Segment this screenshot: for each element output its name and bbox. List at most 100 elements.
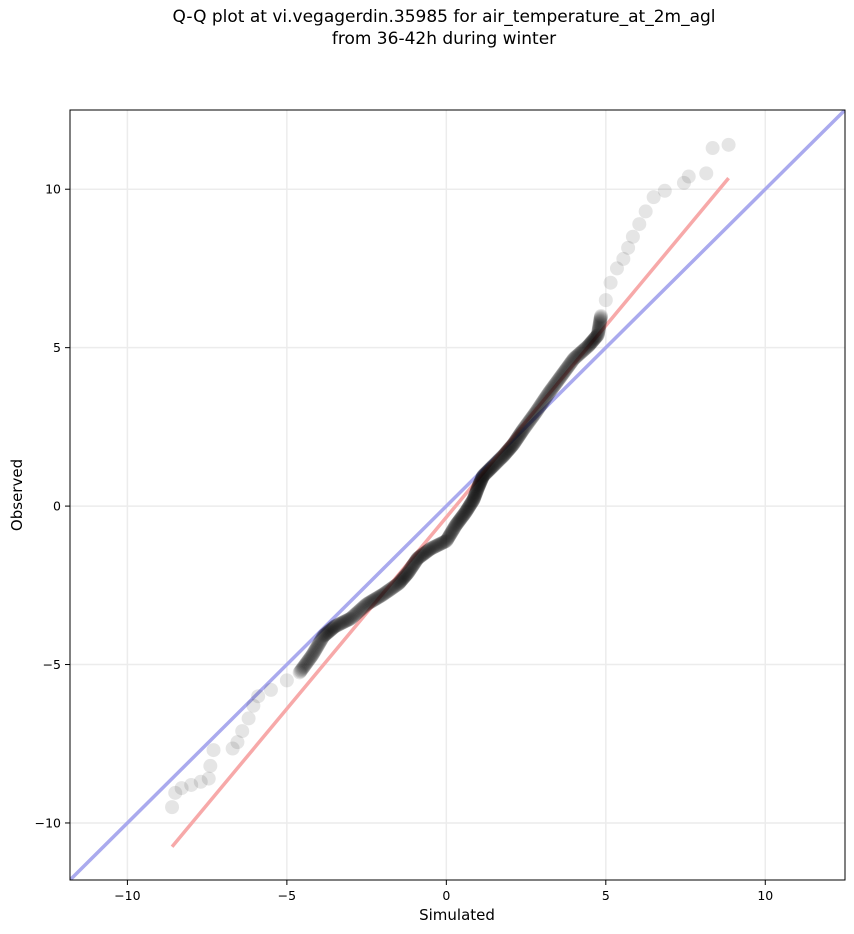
quantile-point-190	[419, 545, 434, 560]
quantile-point-80	[336, 615, 351, 630]
quantile-point-246	[456, 508, 471, 523]
quantile-point-148	[394, 573, 409, 588]
quantile-point-95	[349, 606, 364, 621]
quantile-point-291	[472, 476, 487, 491]
quantile-point-208	[434, 536, 449, 551]
quantile-point-13	[251, 689, 266, 704]
quantile-point-491	[592, 320, 607, 335]
quantile-point-359	[506, 436, 521, 451]
quantile-point-276	[468, 487, 483, 502]
x-tick-label-2: 0	[442, 888, 450, 903]
quantile-point-149	[395, 572, 410, 587]
quantile-point-360	[507, 435, 522, 450]
quantile-point-38	[307, 643, 322, 658]
quantile-point-64	[323, 622, 338, 637]
quantile-point-410	[539, 388, 554, 403]
quantile-point-43	[310, 638, 325, 653]
quantile-point-280	[469, 484, 484, 499]
quantile-point-270	[466, 491, 481, 506]
quantile-point-209	[434, 536, 449, 551]
quantile-point-315	[481, 463, 496, 478]
quantile-point-324	[486, 458, 501, 473]
quantile-point-189	[418, 545, 433, 560]
quantile-point-135	[385, 581, 400, 596]
quantile-point-102	[356, 600, 371, 615]
quantile-point-408	[538, 390, 553, 405]
quantile-point-416	[544, 382, 559, 397]
quantile-point-22	[296, 659, 311, 674]
quantile-point-170	[406, 557, 421, 572]
quantile-point-247	[456, 507, 471, 522]
quantile-point-158	[400, 566, 415, 581]
quantile-point-426	[551, 373, 566, 388]
quantile-point-517	[721, 137, 736, 152]
quantile-point-156	[398, 568, 413, 583]
quantile-point-10	[235, 724, 250, 739]
quantile-point-36	[306, 645, 321, 660]
quantile-point-379	[518, 420, 533, 435]
quantile-point-89	[344, 610, 359, 625]
quantile-point-369	[512, 428, 527, 443]
quantile-point-297	[474, 473, 489, 488]
quantile-point-301	[475, 470, 490, 485]
quantile-point-450	[568, 350, 583, 365]
quantile-point-244	[455, 509, 470, 524]
quantile-point-384	[521, 415, 536, 430]
quantile-point-335	[493, 451, 508, 466]
quantile-point-128	[379, 585, 394, 600]
quantile-point-513	[676, 175, 691, 190]
quantile-point-391	[526, 408, 541, 423]
quantile-point-476	[586, 332, 601, 347]
quantile-point-467	[581, 338, 596, 353]
quantile-point-501	[593, 310, 608, 325]
quantile-point-400	[532, 399, 547, 414]
quantile-point-257	[461, 500, 476, 515]
quantile-point-139	[388, 578, 403, 593]
quantile-point-176	[409, 552, 424, 567]
quantile-point-322	[485, 459, 500, 474]
quantile-point-449	[567, 351, 582, 366]
quantile-point-309	[478, 466, 493, 481]
y-tick-label-1: −5	[43, 657, 61, 672]
quantile-point-184	[414, 548, 429, 563]
quantile-point-302	[475, 470, 490, 485]
quantile-point-146	[393, 574, 408, 589]
quantile-point-316	[482, 462, 497, 477]
quantile-point-448	[566, 351, 581, 366]
x-tick-label-3: 5	[602, 888, 610, 903]
quantile-point-296	[473, 473, 488, 488]
quantile-point-407	[537, 391, 552, 406]
quantile-point-18	[294, 663, 309, 678]
quantile-point-421	[547, 377, 562, 392]
quantile-point-380	[518, 419, 533, 434]
quantile-point-368	[511, 429, 526, 444]
quantile-point-286	[471, 480, 486, 495]
quantile-point-100	[354, 602, 369, 617]
quantile-point-238	[452, 513, 467, 528]
quantile-point-79	[335, 615, 350, 630]
quantile-point-114	[366, 593, 381, 608]
quantile-point-294	[473, 475, 488, 490]
quantile-point-337	[494, 450, 509, 465]
quantile-point-71	[328, 619, 343, 634]
quantile-point-111	[364, 594, 379, 609]
quantile-point-288	[471, 478, 486, 493]
x-tick-label-0: −10	[114, 888, 140, 903]
quantile-point-475	[586, 333, 601, 348]
quantile-point-480	[588, 330, 603, 345]
quantile-point-341	[497, 447, 512, 462]
quantile-point-397	[530, 402, 545, 417]
quantile-point-161	[401, 564, 416, 579]
quantile-point-174	[408, 554, 423, 569]
quantile-point-439	[560, 360, 575, 375]
quantile-point-78	[334, 615, 349, 630]
quantile-point-256	[461, 501, 476, 516]
quantile-point-25	[299, 656, 314, 671]
quantile-point-362	[508, 434, 523, 449]
quantile-point-35	[306, 646, 321, 661]
quantile-point-477	[587, 332, 602, 347]
quantile-point-106	[359, 597, 374, 612]
y-axis-label: Observed	[8, 459, 26, 531]
quantile-point-343	[498, 446, 513, 461]
quantile-point-285	[470, 480, 485, 495]
